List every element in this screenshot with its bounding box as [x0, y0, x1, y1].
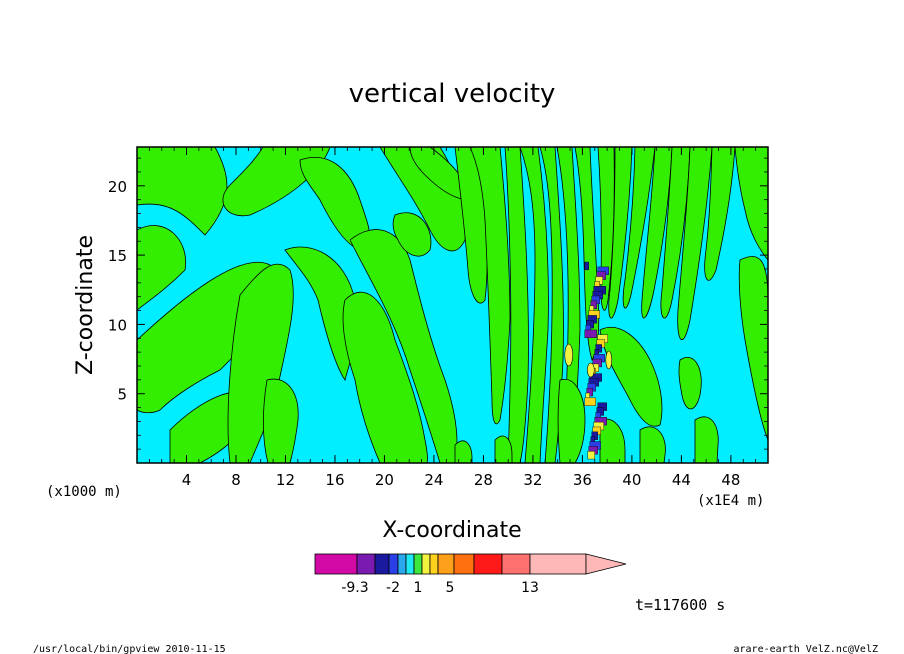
- contour-band: [660, 147, 691, 319]
- contour-band: [557, 378, 586, 463]
- core-cell: [564, 343, 574, 367]
- colorbar-label: 13: [521, 580, 539, 596]
- colorbar-swatch: [429, 553, 439, 575]
- contour-band: [409, 147, 471, 201]
- contour-band: [694, 416, 719, 463]
- contour-fields: [137, 147, 768, 463]
- core-cell: [584, 261, 589, 271]
- colorbar-arrow: [585, 553, 627, 575]
- x-axis-label: X-coordinate: [382, 518, 521, 543]
- chart-title: vertical velocity: [349, 79, 556, 109]
- y-axis: 5 10 15 20: [108, 157, 768, 450]
- colorbar-swatch: [405, 553, 415, 575]
- contour-band: [284, 246, 357, 381]
- core-cell: [605, 350, 613, 370]
- contour-band: [519, 147, 549, 463]
- contour-band: [734, 147, 768, 261]
- colorbar-label: 1: [414, 580, 423, 596]
- x-tick-label: 28: [474, 471, 493, 489]
- x-tick-label: 16: [325, 471, 344, 489]
- x-tick-label: 20: [375, 471, 394, 489]
- colorbar-labels: -9.3 -2 1 5 13: [341, 580, 539, 596]
- contour-band: [678, 357, 702, 410]
- contour-band: [608, 147, 633, 319]
- contour-band: [262, 378, 299, 463]
- y-tick-label: 15: [108, 247, 127, 265]
- contour-band: [504, 147, 529, 463]
- x-tick-label: 4: [182, 471, 192, 489]
- contour-band: [599, 327, 663, 427]
- x-tick-label: 8: [231, 471, 241, 489]
- colorbar-label: -9.3: [341, 580, 368, 596]
- plot-frame: [136, 146, 769, 464]
- colorbar-swatch: [388, 553, 399, 575]
- colorbar: [314, 553, 627, 575]
- contour-band: [454, 440, 473, 463]
- colorbar-swatch: [413, 553, 423, 575]
- x-tick-label: 48: [721, 471, 740, 489]
- colorbar-swatch: [374, 553, 390, 575]
- colorbar-swatch: [397, 553, 407, 575]
- contour-band: [342, 291, 428, 463]
- colorbar-swatch: [356, 553, 376, 575]
- x-tick-label: 12: [276, 471, 295, 489]
- footer-right: arare-earth_VelZ.nc@VelZ: [734, 644, 879, 654]
- y-tick-label: 5: [117, 386, 127, 404]
- core-cell: [586, 362, 595, 378]
- contour-band: [704, 147, 736, 281]
- x-tick-label: 44: [672, 471, 691, 489]
- contour-band: [639, 426, 666, 463]
- contour-band: [539, 147, 564, 463]
- contour-band: [469, 147, 511, 425]
- x-tick-label: 32: [523, 471, 542, 489]
- colorbar-swatch: [314, 553, 358, 575]
- x-tick-label: 24: [424, 471, 443, 489]
- time-label: t=117600 s: [635, 596, 725, 614]
- colorbar-swatch: [421, 553, 431, 575]
- core-cell: [584, 329, 597, 338]
- colorbar-swatch: [453, 553, 475, 575]
- contour-band: [677, 147, 713, 341]
- contour-band: [349, 229, 458, 463]
- contour-band: [137, 225, 187, 311]
- plot-area: [137, 147, 768, 463]
- z-units-label: (x1000 m): [46, 484, 122, 500]
- colorbar-swatch: [437, 553, 455, 575]
- footer-left: /usr/local/bin/gpview 2010-11-15: [33, 644, 226, 654]
- x-axis: 4 8 12 16 20 24 28 32 36 40 44 48: [148, 147, 757, 489]
- contour-band: [137, 147, 228, 236]
- y-axis-label: Z-coordinate: [73, 235, 98, 375]
- y-tick-label: 10: [108, 316, 127, 334]
- core-cell: [587, 451, 595, 460]
- colorbar-label: -2: [386, 580, 400, 596]
- contour-band: [641, 147, 673, 319]
- colorbar-swatch: [473, 553, 503, 575]
- colorbar-swatch: [529, 553, 587, 575]
- x-tick-label: 36: [573, 471, 592, 489]
- contour-band: [622, 147, 656, 309]
- x-tick-label: 40: [622, 471, 641, 489]
- core-cell: [584, 397, 596, 406]
- contour-band: [392, 212, 432, 257]
- colorbar-swatch: [501, 553, 531, 575]
- colorbar-label: 5: [446, 580, 455, 596]
- y-tick-label: 20: [108, 178, 127, 196]
- contour-band: [494, 435, 513, 463]
- x-units-label: (x1E4 m): [697, 493, 764, 509]
